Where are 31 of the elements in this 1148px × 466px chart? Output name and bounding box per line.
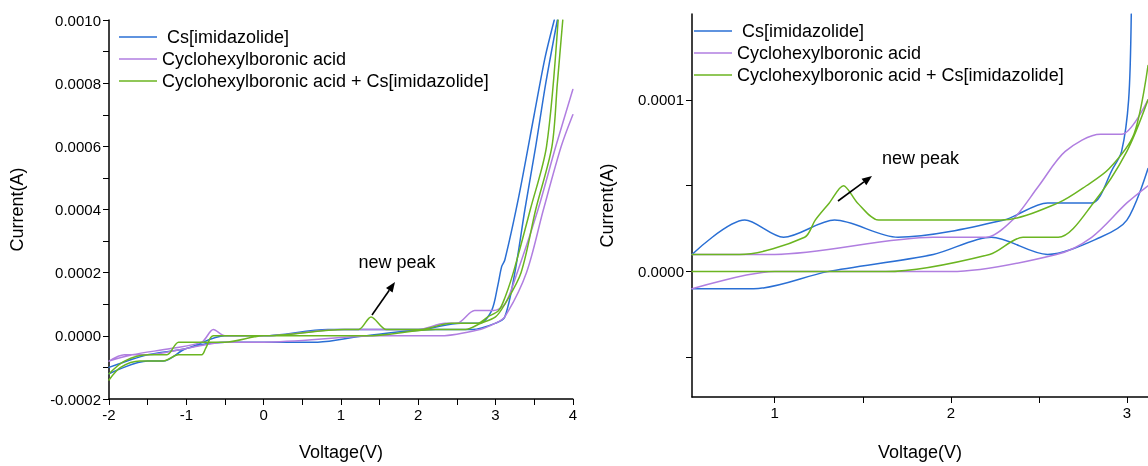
- y-tick-label: 0.0004: [55, 201, 101, 218]
- y-tick-label: 0.0008: [55, 74, 101, 92]
- legend-label: Cs[imidazolide]: [737, 21, 865, 41]
- x-tick-label: 1: [770, 404, 779, 421]
- annotation: new peak: [358, 252, 437, 272]
- y-tick-label: 0.0000: [638, 263, 684, 281]
- y-tick-label: 0.0006: [55, 137, 101, 155]
- x-tick-label: 3: [491, 406, 500, 423]
- x-tick-label: 4: [568, 406, 577, 423]
- x-tick-label: 2: [414, 406, 423, 423]
- x-axis-title: Voltage(V): [298, 442, 383, 462]
- legend-label: Cyclohexylboronic acid + Cs[imidazolide]: [162, 71, 489, 91]
- legend-label: Cyclohexylboronic acid: [162, 49, 347, 69]
- x-axis-title: Voltage(V): [877, 442, 963, 462]
- annotation: new peak: [882, 148, 961, 168]
- y-axis-title: Current(A): [597, 163, 617, 248]
- y-tick-label: -0.0002: [50, 390, 101, 408]
- y-tick-label: 0.0001: [638, 91, 684, 109]
- x-tick-label: -1: [179, 406, 193, 423]
- legend-label: Cs[imidazolide]: [162, 27, 290, 47]
- x-tick-label: 3: [1122, 404, 1132, 421]
- x-tick-label: -2: [102, 406, 116, 423]
- y-tick-label: 0.0010: [55, 11, 101, 29]
- y-tick-label: 0.0002: [55, 264, 101, 282]
- x-tick-label: 1: [336, 406, 346, 423]
- x-tick-label: 2: [946, 404, 955, 421]
- y-tick-label: 0.0000: [55, 327, 101, 345]
- x-tick-label: 0: [259, 406, 268, 423]
- legend-label: Cyclohexylboronic acid + Cs[imidazolide]: [737, 65, 1064, 85]
- legend-label: Cyclohexylboronic acid: [737, 43, 922, 63]
- y-axis-title: Current(A): [7, 167, 27, 252]
